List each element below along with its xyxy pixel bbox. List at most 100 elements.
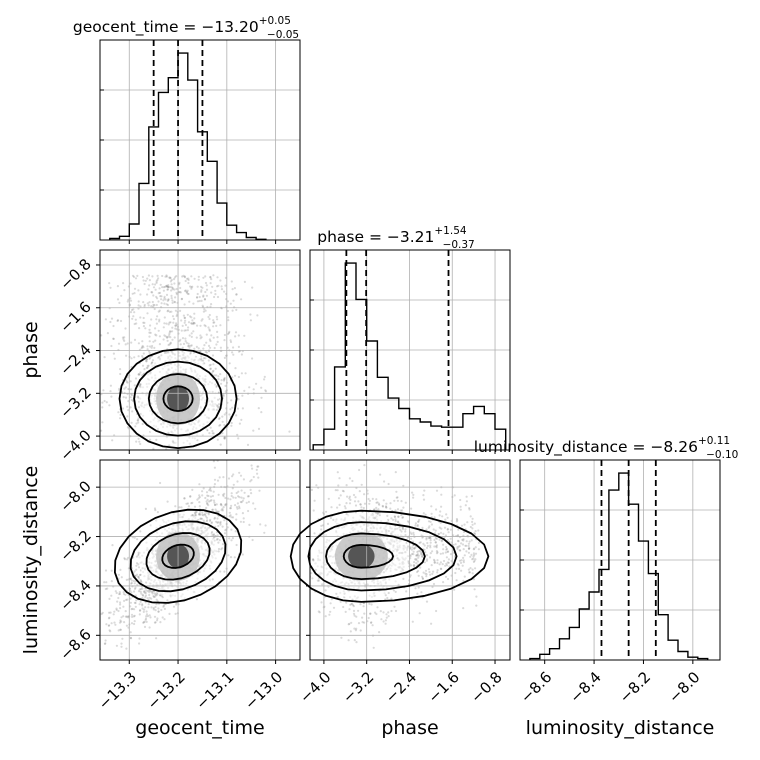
scatter-point bbox=[170, 297, 173, 300]
scatter-point bbox=[144, 594, 148, 597]
scatter-point bbox=[467, 551, 470, 554]
scatter-point bbox=[143, 282, 146, 286]
scatter-point bbox=[329, 602, 332, 605]
scatter-point bbox=[223, 437, 226, 440]
scatter-point bbox=[118, 301, 121, 304]
scatter-point bbox=[170, 286, 173, 289]
scatter-point bbox=[157, 310, 160, 313]
scatter-point bbox=[214, 293, 217, 296]
scatter-point bbox=[193, 347, 196, 350]
scatter-point bbox=[250, 478, 253, 482]
scatter-point bbox=[374, 611, 377, 614]
scatter-point bbox=[416, 550, 419, 554]
scatter-point bbox=[442, 543, 445, 546]
scatter-point bbox=[125, 598, 128, 602]
scatter-point bbox=[438, 514, 441, 517]
scatter-point bbox=[434, 532, 437, 535]
scatter-point bbox=[470, 553, 473, 557]
scatter-point bbox=[353, 639, 356, 642]
scatter-point bbox=[169, 277, 172, 280]
scatter-point bbox=[180, 329, 183, 332]
scatter-point bbox=[151, 591, 154, 594]
scatter-point bbox=[135, 322, 138, 325]
scatter-point bbox=[101, 401, 104, 404]
scatter-point bbox=[227, 332, 230, 336]
scatter-point bbox=[396, 508, 400, 511]
scatter-point bbox=[193, 322, 196, 325]
scatter-point bbox=[473, 559, 476, 562]
scatter-point bbox=[363, 493, 366, 496]
scatter-point bbox=[133, 601, 136, 604]
scatter-point bbox=[135, 562, 139, 565]
scatter-point bbox=[171, 315, 175, 318]
scatter-point bbox=[435, 537, 438, 540]
scatter-point bbox=[303, 532, 305, 534]
scatter-point bbox=[427, 568, 430, 571]
scatter-point bbox=[131, 394, 134, 397]
scatter-point bbox=[435, 508, 438, 511]
scatter-point bbox=[155, 598, 158, 601]
scatter-point bbox=[313, 499, 316, 502]
scatter-point bbox=[174, 324, 177, 327]
scatter-point bbox=[133, 570, 136, 573]
scatter-point bbox=[146, 597, 149, 600]
scatter-point bbox=[138, 637, 141, 640]
scatter-point bbox=[465, 500, 468, 503]
scatter-point bbox=[415, 559, 418, 562]
scatter-point bbox=[123, 289, 126, 292]
scatter-point bbox=[215, 343, 218, 346]
scatter-point bbox=[386, 514, 389, 518]
scatter-point bbox=[150, 590, 153, 593]
scatter-point bbox=[371, 497, 374, 500]
scatter-point bbox=[352, 493, 356, 497]
density-layer bbox=[100, 274, 480, 651]
scatter-point bbox=[152, 286, 156, 289]
scatter-point bbox=[473, 547, 476, 550]
scatter-point bbox=[467, 547, 471, 551]
scatter-point bbox=[148, 589, 151, 592]
scatter-point bbox=[219, 397, 222, 400]
scatter-point bbox=[458, 567, 461, 571]
scatter-point bbox=[208, 329, 211, 332]
scatter-point bbox=[446, 528, 449, 531]
scatter-point bbox=[414, 524, 417, 527]
scatter-point bbox=[169, 342, 172, 345]
scatter-point bbox=[157, 610, 160, 613]
scatter-point bbox=[212, 325, 215, 328]
scatter-point bbox=[216, 521, 219, 524]
scatter-point bbox=[137, 373, 140, 376]
scatter-point bbox=[234, 504, 237, 507]
scatter-point bbox=[133, 587, 137, 591]
scatter-point bbox=[134, 425, 137, 428]
scatter-point bbox=[209, 367, 212, 370]
scatter-point bbox=[469, 567, 472, 570]
scatter-point bbox=[142, 279, 145, 282]
joint-grid bbox=[310, 460, 510, 660]
scatter-point bbox=[185, 291, 188, 294]
scatter-point bbox=[158, 318, 161, 321]
scatter-point bbox=[149, 356, 152, 359]
scatter-point bbox=[469, 525, 472, 529]
panel-frame bbox=[519, 459, 721, 661]
scatter-point bbox=[184, 340, 187, 343]
scatter-point bbox=[134, 574, 137, 578]
contour-level-1 bbox=[161, 543, 195, 569]
scatter-point bbox=[202, 514, 205, 517]
scatter-point bbox=[353, 500, 357, 503]
scatter-point bbox=[217, 405, 220, 408]
scatter-point bbox=[156, 278, 159, 282]
scatter-point bbox=[122, 396, 125, 399]
scatter-point bbox=[175, 291, 178, 294]
scatter-point bbox=[372, 508, 376, 511]
scatter-point bbox=[166, 339, 169, 342]
scatter-point bbox=[416, 553, 419, 556]
scatter-point bbox=[216, 534, 219, 537]
scatter-point bbox=[259, 523, 262, 526]
scatter-point bbox=[362, 506, 365, 510]
scatter-point bbox=[419, 541, 422, 544]
scatter-point bbox=[166, 299, 169, 302]
scatter-point bbox=[264, 389, 267, 392]
scatter-point bbox=[173, 288, 176, 291]
scatter-point bbox=[215, 374, 218, 377]
scatter-point bbox=[159, 295, 162, 298]
